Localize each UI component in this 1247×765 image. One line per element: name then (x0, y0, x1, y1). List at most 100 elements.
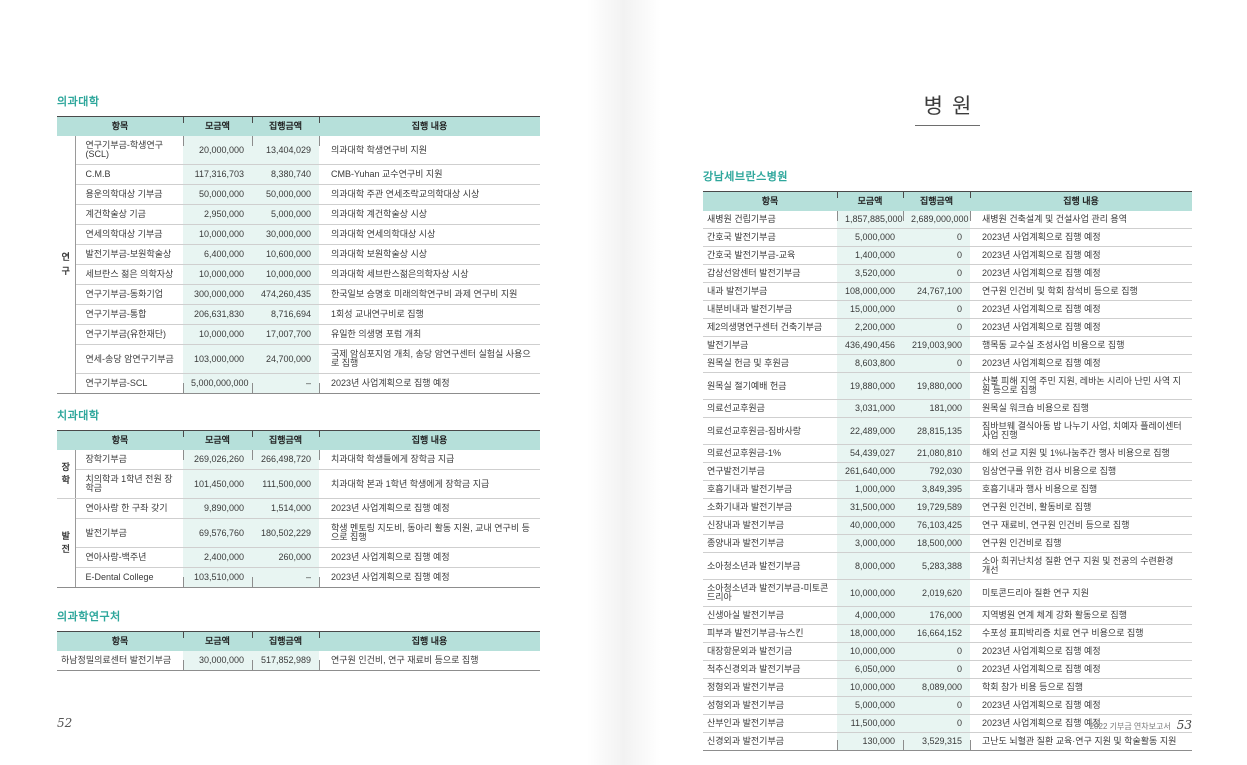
detail-cell: 연구원 인건비, 활동비로 집행 (970, 498, 1192, 517)
table-row: 치의학과 1학년 전원 장학금 101,450,000 111,500,000 치과대… (57, 469, 540, 499)
item-cell: 연세의학대상 기부금 (75, 224, 183, 245)
spent-amount-cell: 111,500,000 (252, 469, 319, 499)
table-row: 의료선교후원금-짐바사랑 22,489,000 28,815,135 짐바브웨 결식아… (703, 417, 1192, 445)
raised-amount-cell: 10,000,000 (837, 579, 903, 607)
detail-cell: 새병원 건축설계 및 건설사업 관리 용역 (970, 211, 1192, 229)
detail-cell: 2023년 사업계획으로 집행 예정 (970, 660, 1192, 679)
detail-cell: 연구 재료비, 연구원 인건비 등으로 집행 (970, 516, 1192, 535)
item-cell: 신경외과 발전기부금 (703, 732, 837, 751)
item-cell: 용운의학대상 기부금 (75, 184, 183, 205)
table-row: 새병원 건립기부금 1,857,885,000 2,689,000,000 새병원 건… (703, 211, 1192, 229)
table-row: 연구기부금(유한재단) 10,000,000 17,007,700 유일한 의생명 포… (57, 324, 540, 345)
raised-amount-cell: 15,000,000 (837, 300, 903, 319)
table-row: 연 구 연구기부금-학생연구(SCL) 20,000,000 13,404,029 의과… (57, 136, 540, 394)
section-medical-college: 의과대학 항목 모금액 집행금액 집행 내용 연 구 연구기부금-학생연구(SCL) 20,… (57, 93, 540, 394)
raised-amount-cell: 3,031,000 (837, 399, 903, 418)
item-cell: 성형외과 발전기부금 (703, 696, 837, 715)
detail-cell: 임상연구를 위한 검사 비용으로 집행 (970, 462, 1192, 481)
raised-amount-cell: 108,000,000 (837, 282, 903, 301)
column-header: 항목 (57, 430, 183, 450)
item-cell: 장학기부금 (75, 450, 183, 470)
raised-amount-cell: 10,000,000 (183, 224, 252, 245)
spent-amount-cell: 24,767,100 (903, 282, 970, 301)
table-row: 대장항문외과 발전기금 10,000,000 0 2023년 사업계획으로 집행 예정 (703, 642, 1192, 661)
spent-amount-cell: 0 (903, 228, 970, 247)
raised-amount-cell: 130,000 (837, 732, 903, 751)
spent-amount-cell: 792,030 (903, 462, 970, 481)
detail-cell: 2023년 사업계획으로 집행 예정 (319, 498, 540, 519)
detail-cell: 2023년 사업계획으로 집행 예정 (970, 246, 1192, 265)
detail-cell: 2023년 사업계획으로 집행 예정 (970, 228, 1192, 247)
item-cell: 원목실 헌금 및 후원금 (703, 354, 837, 373)
column-header: 항목 (703, 191, 837, 211)
table-row: 연아사랑-백주년 2,400,000 260,000 2023년 사업계획으로 집행 … (57, 547, 540, 568)
detail-cell: 2023년 사업계획으로 집행 예정 (319, 547, 540, 568)
item-cell: 연구기부금-동화기업 (75, 284, 183, 305)
raised-amount-cell: 19,880,000 (837, 372, 903, 400)
column-header: 항목 (57, 116, 183, 136)
table-row: 연세의학대상 기부금 10,000,000 30,000,000 의과대학 연세의학대… (57, 224, 540, 245)
raised-amount-cell: 300,000,000 (183, 284, 252, 305)
detail-cell: 짐바브웨 결식아동 밥 나누기 사업, 치예자 플레이센터 사업 진행 (970, 417, 1192, 445)
table-row: 용운의학대상 기부금 50,000,000 50,000,000 의과대학 주관 연세… (57, 184, 540, 205)
table-row: 소아청소년과 발전기부금 8,000,000 5,283,388 소아 희귀난치성 질… (703, 552, 1192, 580)
table-header-row: 항목 모금액 집행금액 집행 내용 (703, 191, 1192, 211)
section-title-gangnam-severance: 강남세브란스병원 (703, 171, 788, 183)
spent-amount-cell: 260,000 (252, 547, 319, 568)
table-row: 간호국 발전기부금-교육 1,400,000 0 2023년 사업계획으로 집행 예정 (703, 246, 1192, 265)
table-row: 연구기부금-동화기업 300,000,000 474,260,435 한국일보 승명호… (57, 284, 540, 305)
raised-amount-cell: 4,000,000 (837, 606, 903, 625)
spent-amount-cell: 76,103,425 (903, 516, 970, 535)
item-cell: 소화기내과 발전기부금 (703, 498, 837, 517)
table-row: 신경외과 발전기부금 130,000 3,529,315 고난도 뇌혈관 질환 교육·… (703, 732, 1192, 751)
raised-amount-cell: 30,000,000 (183, 651, 252, 671)
item-cell: 연세-송당 암연구기부금 (75, 344, 183, 374)
detail-cell: 소아 희귀난치성 질환 연구 지원 및 전공의 수련환경 개선 (970, 552, 1192, 580)
item-cell: 소아청소년과 발전기부금 (703, 552, 837, 580)
spent-amount-cell: 30,000,000 (252, 224, 319, 245)
dental-college-table: 항목 모금액 집행금액 집행 내용 장 학 장학기부금 269,026,260 266,498… (57, 430, 540, 588)
table-row: 하남정밀의료센터 발전기부금 30,000,000 517,852,989 연구원 인… (57, 651, 540, 671)
spent-amount-cell: 8,089,000 (903, 678, 970, 697)
item-cell: 연구기부금-학생연구(SCL) (75, 136, 183, 165)
medical-research-table: 항목 모금액 집행금액 집행 내용 하남정밀의료센터 발전기부금 30,000,000 51… (57, 631, 540, 671)
raised-amount-cell: 10,000,000 (837, 642, 903, 661)
item-cell: 의료선교후원금 (703, 399, 837, 418)
detail-cell: 치과대학 본과 1학년 학생에게 장학금 지급 (319, 469, 540, 499)
item-cell: 원목실 절기예배 헌금 (703, 372, 837, 400)
raised-amount-cell: 5,000,000 (837, 696, 903, 715)
raised-amount-cell: 10,000,000 (183, 324, 252, 345)
item-cell: 호흡기내과 발전기부금 (703, 480, 837, 499)
item-cell: 의료선교후원금-짐바사랑 (703, 417, 837, 445)
spent-amount-cell: 10,600,000 (252, 244, 319, 265)
section-medical-research-office: 의과학연구처 항목 모금액 집행금액 집행 내용 하남정밀의료센터 발전기부금 30,00… (57, 608, 540, 671)
raised-amount-cell: 1,857,885,000 (837, 211, 903, 229)
item-cell: 연아사랑 한 구좌 갖기 (75, 498, 183, 519)
spent-amount-cell: 474,260,435 (252, 284, 319, 305)
raised-amount-cell: 54,439,027 (837, 444, 903, 463)
table-row: E-Dental College 103,510,000–2023년 사업계획으로… (57, 567, 540, 588)
detail-cell: 고난도 뇌혈관 질환 교육·연구 지원 및 학술활동 지원 (970, 732, 1192, 751)
page-title-text: 병원 (914, 90, 981, 126)
spent-amount-cell: 1,514,000 (252, 498, 319, 519)
table-row: 신생아실 발전기부금 4,000,000 176,000 지역병원 연계 체계 강화 … (703, 606, 1192, 625)
spent-amount-cell: 28,815,135 (903, 417, 970, 445)
item-cell: 연구기부금(유한재단) (75, 324, 183, 345)
spent-amount-cell: 180,502,229 (252, 518, 319, 548)
spent-amount-cell: 517,852,989 (252, 651, 319, 671)
detail-cell: 2023년 사업계획으로 집행 예정 (970, 264, 1192, 283)
spent-amount-cell: 266,498,720 (252, 450, 319, 470)
column-header: 집행 내용 (319, 430, 540, 450)
spent-amount-cell: 13,404,029 (252, 136, 319, 165)
spent-amount-cell: 16,664,152 (903, 624, 970, 643)
raised-amount-cell: 1,000,000 (837, 480, 903, 499)
spent-amount-cell: 19,729,589 (903, 498, 970, 517)
right-page-footer: 2022 기부금 연차보고서 53 (1090, 718, 1192, 732)
detail-cell: 행목동 교수실 조성사업 비용으로 집행 (970, 336, 1192, 355)
detail-cell: 2023년 사업계획으로 집행 예정 (319, 567, 540, 588)
column-header: 집행금액 (252, 116, 319, 136)
spent-amount-cell: 5,000,000 (252, 204, 319, 225)
spent-amount-cell: 0 (903, 696, 970, 715)
raised-amount-cell: 69,576,760 (183, 518, 252, 548)
detail-cell: 산불 피해 지역 주민 지원, 레바논 시리아 난민 사역 지원 등으로 집행 (970, 372, 1192, 400)
